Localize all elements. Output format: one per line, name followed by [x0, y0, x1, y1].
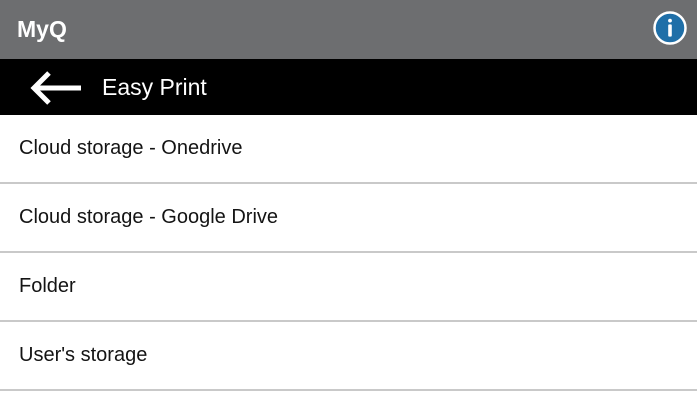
- list-item-cloud-google-drive[interactable]: Cloud storage - Google Drive: [0, 184, 697, 253]
- list-item-label: User's storage: [19, 344, 148, 366]
- back-button[interactable]: [28, 71, 84, 105]
- brand-header-bar: MyQ: [0, 0, 697, 59]
- screen-title-bar: Easy Print: [0, 59, 697, 115]
- app-logo-myq: MyQ: [17, 16, 67, 42]
- list-item-label: Cloud storage - Onedrive: [19, 137, 243, 159]
- destination-list: Cloud storage - Onedrive Cloud storage -…: [0, 115, 697, 391]
- info-icon: [653, 11, 687, 45]
- list-item-cloud-onedrive[interactable]: Cloud storage - Onedrive: [0, 115, 697, 184]
- list-item-label: Cloud storage - Google Drive: [19, 206, 279, 228]
- list-item-folder[interactable]: Folder: [0, 253, 697, 322]
- page-title: Easy Print: [102, 74, 207, 100]
- back-arrow-icon: [28, 71, 84, 105]
- list-item-label: Folder: [19, 275, 76, 297]
- list-item-users-storage[interactable]: User's storage: [0, 322, 697, 391]
- info-button[interactable]: [653, 11, 687, 45]
